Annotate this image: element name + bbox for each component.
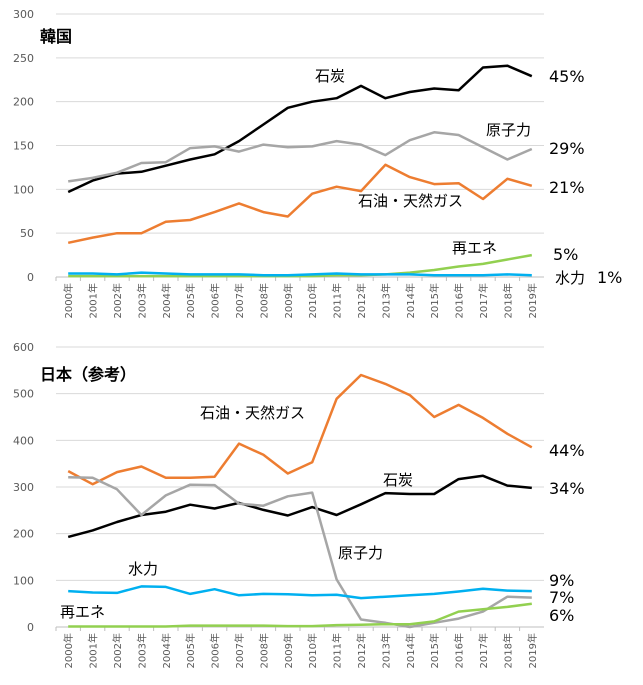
- x-tick-label: 2006年: [209, 633, 222, 668]
- y-tick-label: 500: [13, 388, 34, 401]
- series-label: 原子力: [486, 121, 531, 139]
- series-line: [68, 475, 532, 629]
- x-tick-label: 2006年: [209, 283, 222, 318]
- chart-title: 日本（参考）: [40, 365, 136, 384]
- x-tick-label: 2017年: [477, 283, 490, 318]
- y-tick-label: 400: [13, 434, 34, 447]
- japan-line-chart: 0 100 200 300 400 500 600 2000年 2001年 2002年 2003年 2…: [13, 341, 585, 668]
- x-tick-label: 2001年: [87, 633, 100, 668]
- y-tick-label: 100: [13, 574, 34, 587]
- x-tick-label: 2008年: [257, 633, 270, 668]
- x-tick-label: 2015年: [428, 633, 441, 668]
- end-share-label: 34%: [549, 479, 585, 498]
- x-tick-label: 2008年: [257, 283, 270, 318]
- series-line: [68, 131, 533, 183]
- x-tick-label: 2017年: [477, 633, 490, 668]
- y-tick-label: 300: [13, 481, 34, 494]
- y-tick-label: 100: [13, 183, 34, 196]
- x-tick-label: 2001年: [87, 283, 100, 318]
- x-tick-label: 2002年: [111, 283, 124, 318]
- series-label: 石炭: [383, 471, 413, 489]
- series-line: [67, 163, 533, 245]
- x-tick-label: 2003年: [135, 633, 148, 668]
- y-tick-label: 200: [13, 96, 34, 109]
- x-tick-label: 2007年: [233, 633, 246, 668]
- x-tick-label: 2010年: [306, 283, 319, 318]
- x-tick-label: 2016年: [453, 283, 466, 318]
- end-share-label: 21%: [549, 178, 585, 197]
- x-tick-label: 2004年: [160, 633, 173, 668]
- x-tick-label: 2014年: [404, 633, 417, 668]
- end-share-label: 1%: [597, 268, 622, 287]
- x-tick-label: 2014年: [404, 283, 417, 318]
- end-share-label: 7%: [549, 588, 574, 607]
- y-tick-label: 50: [20, 227, 34, 240]
- x-tick-label: 2018年: [501, 633, 514, 668]
- end-share-label: 6%: [549, 606, 574, 625]
- x-tick-label: 2000年: [62, 283, 75, 318]
- y-tick-label: 0: [27, 621, 34, 634]
- x-tick-label: 2009年: [282, 633, 295, 668]
- series-label: 石油・天然ガス: [358, 192, 463, 210]
- x-tick-label: 2016年: [453, 633, 466, 668]
- x-tick-label: 2003年: [135, 283, 148, 318]
- series-label: 石炭: [315, 67, 345, 85]
- y-tick-label: 150: [13, 140, 34, 153]
- y-tick-label: 300: [13, 8, 34, 21]
- x-tick-label: 2018年: [501, 283, 514, 318]
- x-tick-label: 2019年: [526, 633, 539, 668]
- x-tick-label: 2015年: [428, 283, 441, 318]
- x-tick-label: 2019年: [526, 283, 539, 318]
- korea-line-chart: 0 50 100 150 200 250 300 2000年 2001年 2002年 2003年 20…: [13, 8, 622, 318]
- series-label: 水力: [128, 560, 158, 578]
- x-tick-label: 2002年: [111, 633, 124, 668]
- y-tick-label: 250: [13, 52, 34, 65]
- x-tick-label: 2005年: [184, 283, 197, 318]
- series-line: [67, 64, 533, 194]
- x-tick-label: 2012年: [355, 283, 368, 318]
- end-share-label: 5%: [553, 245, 578, 264]
- end-share-label: 45%: [549, 67, 585, 86]
- series-line: [67, 474, 532, 539]
- x-tick-label: 2013年: [379, 283, 392, 318]
- series-label: 再エネ: [60, 603, 105, 621]
- end-share-label: 29%: [549, 139, 585, 158]
- x-tick-label: 2004年: [160, 283, 173, 318]
- series-label: 水力: [555, 269, 585, 287]
- x-tick-label: 2011年: [331, 633, 344, 668]
- x-tick-label: 2007年: [233, 283, 246, 318]
- end-share-label: 44%: [549, 441, 585, 460]
- series-label: 石油・天然ガス: [200, 404, 305, 422]
- end-share-label: 9%: [549, 571, 574, 590]
- series-label: 原子力: [338, 544, 383, 562]
- series-line: [68, 585, 532, 600]
- y-tick-label: 0: [27, 271, 34, 284]
- series-line: [68, 602, 532, 628]
- x-tick-label: 2011年: [331, 283, 344, 318]
- y-tick-label: 600: [13, 341, 34, 354]
- chart-title: 韓国: [40, 27, 72, 46]
- series-line: [68, 271, 532, 277]
- series-line: [68, 253, 533, 278]
- series-line: [67, 373, 533, 486]
- series-label: 再エネ: [452, 239, 497, 257]
- y-tick-label: 200: [13, 528, 34, 541]
- x-tick-label: 2013年: [379, 633, 392, 668]
- x-tick-label: 2009年: [282, 283, 295, 318]
- x-tick-label: 2012年: [355, 633, 368, 668]
- x-tick-label: 2010年: [306, 633, 319, 668]
- x-tick-label: 2005年: [184, 633, 197, 668]
- x-tick-label: 2000年: [62, 633, 75, 668]
